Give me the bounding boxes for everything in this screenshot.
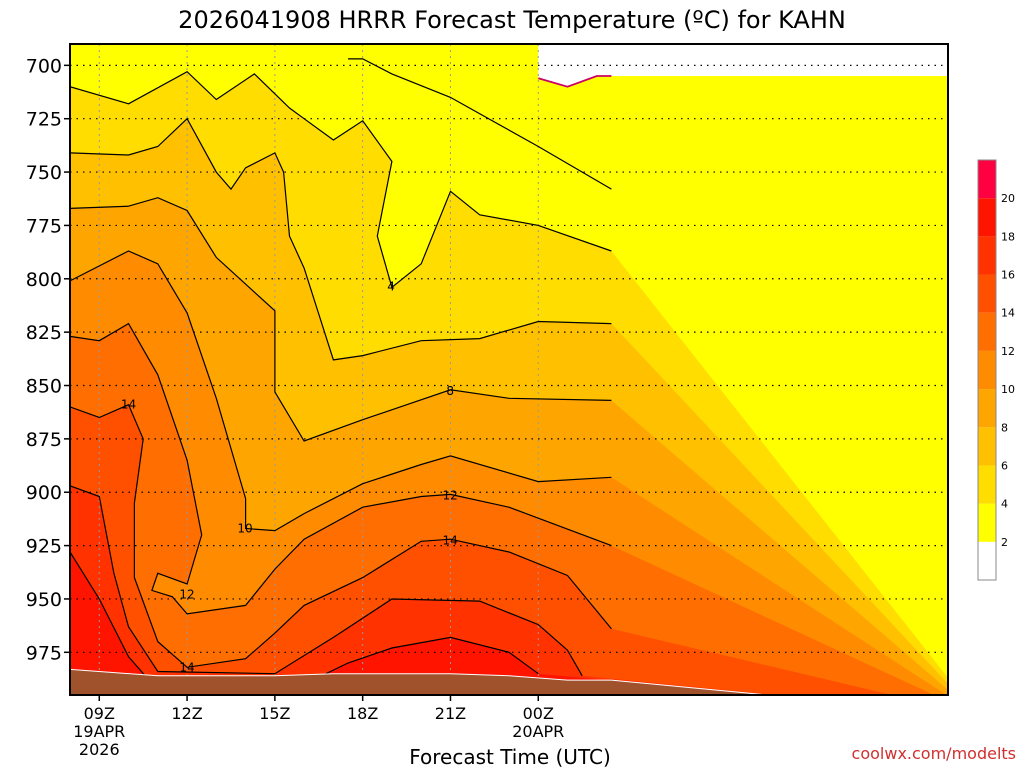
contour-label: 12	[443, 488, 458, 502]
y-tick-label: 825	[26, 322, 62, 344]
colorbar-segment	[978, 274, 996, 313]
colorbar-segment	[978, 541, 996, 580]
colorbar-segment	[978, 350, 996, 390]
contour-line-2	[538, 75, 612, 88]
region-14-16	[70, 404, 893, 695]
colorbar-tick-label: 14	[1001, 307, 1015, 320]
region-12-14	[70, 323, 935, 695]
y-tick-label: 800	[26, 269, 62, 291]
colorbar-tick-label: 18	[1001, 230, 1015, 243]
plot-area: 4 8 12 14 14 12 14 10	[70, 44, 948, 695]
colorbar-segment	[978, 198, 996, 237]
contour-label: 4	[387, 279, 395, 293]
colorbar-frame	[977, 159, 997, 581]
contour-label: 14	[443, 533, 458, 547]
x-tick-label: 00Z	[523, 704, 554, 723]
contour-line-8	[70, 197, 612, 442]
colorbar-segment	[978, 465, 996, 504]
colorbar-tick-label: 6	[1001, 459, 1008, 472]
y-tick-label: 725	[26, 109, 62, 131]
contour-label: 8	[446, 384, 454, 398]
axes: 70072575077580082585087590092595097509Z1…	[26, 43, 949, 759]
contour-line-16	[70, 485, 583, 677]
contour-line-6	[70, 117, 612, 361]
colorbar-tick-label: 4	[1001, 498, 1008, 511]
colorbar-segment	[978, 236, 996, 275]
colorbar-tick-label: 20	[1001, 192, 1015, 205]
chart-title: 2026041908 HRRR Forecast Temperature (ºC…	[178, 6, 846, 34]
colorbar-segment	[978, 503, 996, 542]
colorbar-segment	[978, 312, 996, 351]
x-tick-label: 12Z	[171, 704, 202, 723]
x-tick-label: 2026	[79, 740, 120, 759]
credit-text: coolwx.com/modelts	[852, 744, 1016, 763]
colorbar-tick-label: 8	[1001, 421, 1008, 434]
y-tick-label: 850	[26, 376, 62, 398]
colorbar-segment	[978, 160, 996, 199]
x-tick-label: 19APR	[73, 722, 125, 741]
contour-line-4	[348, 58, 612, 190]
y-tick-label: 750	[26, 162, 62, 184]
contour-label: 10	[237, 522, 252, 536]
y-tick-label: 875	[26, 429, 62, 451]
y-tick-label: 975	[26, 642, 62, 664]
y-tick-label: 900	[26, 482, 62, 504]
x-tick-label: 09Z	[84, 704, 115, 723]
x-tick-label: 15Z	[259, 704, 290, 723]
contour-line-4	[70, 70, 612, 289]
colorbar-tick-label: 16	[1001, 269, 1015, 282]
y-tick-label: 700	[26, 55, 62, 77]
colorbar-tick-label: 12	[1001, 345, 1015, 358]
colorbar-legend: 2 4 6 8 10 12 14 16 18 20	[977, 159, 1015, 581]
colorbar-tick-label: 10	[1001, 383, 1015, 396]
colorbar-tick-label: 2	[1001, 536, 1008, 549]
contour-line-12	[70, 322, 612, 615]
x-tick-label: 18Z	[347, 704, 378, 723]
x-tick-label: 21Z	[435, 704, 466, 723]
contour-label: 14	[121, 398, 136, 412]
contour-line-10	[70, 250, 612, 532]
y-tick-label: 925	[26, 536, 62, 558]
ground-surface	[70, 668, 773, 695]
colorbar-segment	[978, 389, 996, 428]
plot-frame	[69, 43, 949, 696]
contour-label: 12	[179, 588, 194, 602]
y-tick-label: 775	[26, 215, 62, 237]
x-axis-label: Forecast Time (UTC)	[409, 745, 611, 768]
y-tick-label: 950	[26, 589, 62, 611]
contour-line-14	[70, 403, 612, 668]
colorbar-segment	[978, 427, 996, 466]
contour-label: 14	[179, 660, 194, 674]
x-tick-label: 20APR	[512, 722, 564, 741]
